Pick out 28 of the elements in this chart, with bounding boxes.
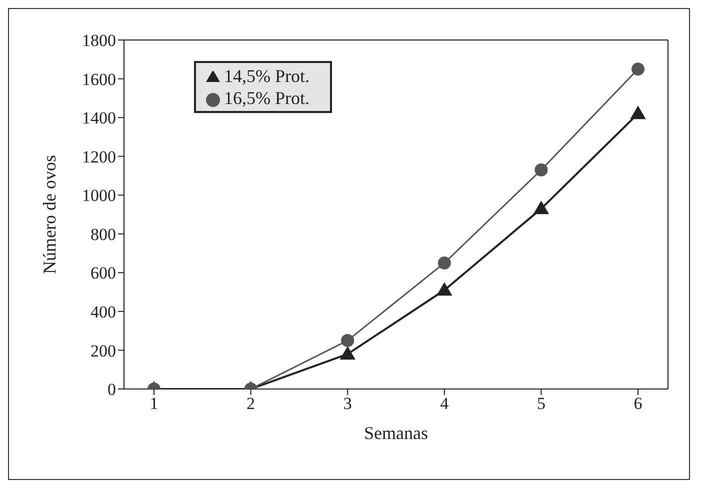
y-tick-label: 1400	[82, 108, 116, 128]
legend-label: 16,5% Prot.	[224, 88, 310, 108]
point	[436, 282, 452, 296]
point	[438, 256, 451, 270]
y-tick-label: 800	[90, 224, 116, 244]
point	[534, 201, 549, 214]
y-tick-label: 400	[90, 302, 116, 322]
y-tick-label: 600	[90, 264, 116, 283]
y-tick-label: 1800	[82, 31, 116, 50]
point	[341, 334, 354, 348]
x-tick-label: 5	[536, 394, 546, 414]
legend-label: 14,5% Prot.	[224, 66, 310, 86]
x-tick-label: 2	[246, 394, 256, 414]
y-tick-label: 1000	[82, 186, 116, 206]
y-tick-label: 200	[90, 341, 116, 360]
point	[632, 62, 644, 76]
x-tick-label: 4	[440, 394, 450, 414]
x-axis-title: Semanas	[364, 423, 428, 443]
point	[340, 346, 356, 360]
y-axis-title: Número de ovos	[39, 155, 60, 274]
y-tick-label: 1600	[82, 70, 116, 89]
y-tick-label: 0	[108, 380, 116, 400]
point	[630, 106, 646, 120]
x-tick-label: 6	[634, 394, 642, 414]
x-tick-label: 1	[150, 394, 158, 414]
point	[534, 163, 548, 176]
x-tick-label: 3	[343, 394, 352, 414]
y-tick-label: 1200	[82, 147, 116, 166]
